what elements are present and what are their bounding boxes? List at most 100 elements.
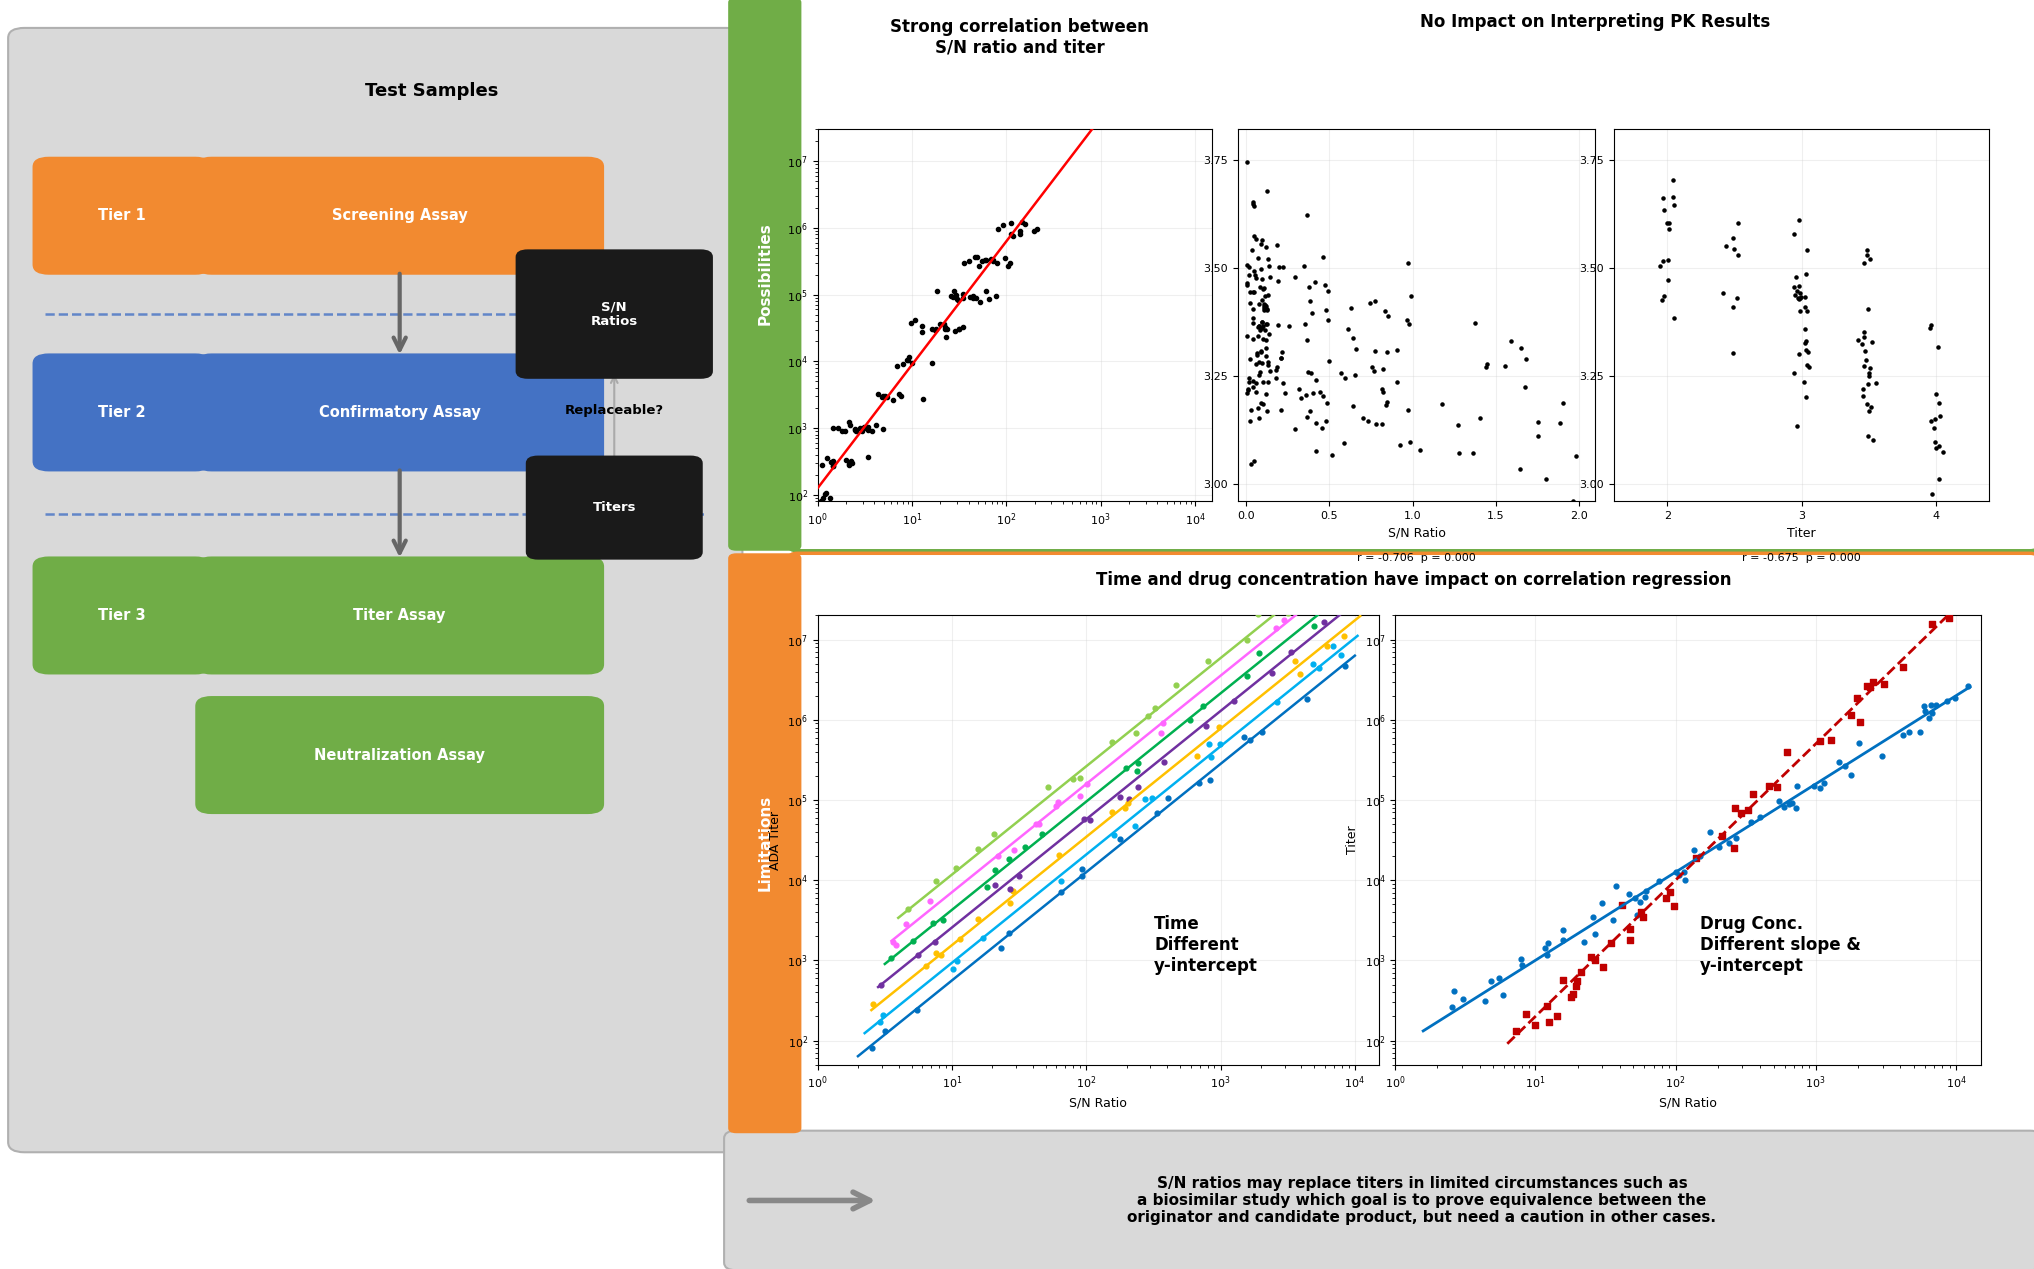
Point — [791, 480, 824, 500]
Point — [781, 489, 814, 509]
Point — [1338, 572, 1371, 593]
Point — [1025, 824, 1058, 844]
Point — [1792, 341, 1824, 362]
Point — [1365, 379, 1397, 400]
Point — [1247, 316, 1279, 336]
Point — [1261, 235, 1294, 255]
Text: Time and drug concentration have impact on correlation regression: Time and drug concentration have impact … — [1096, 571, 1731, 589]
Point — [1737, 784, 1770, 805]
Point — [1235, 411, 1267, 431]
Text: Strong correlation between
S/N ratio and titer: Strong correlation between S/N ratio and… — [891, 18, 1149, 57]
Point — [1847, 253, 1879, 273]
Point — [962, 839, 995, 859]
Point — [1357, 360, 1389, 381]
Point — [1560, 445, 1593, 466]
Point — [1711, 236, 1743, 256]
Point — [1790, 330, 1822, 350]
Point — [968, 250, 1001, 270]
Point — [923, 945, 956, 966]
FancyBboxPatch shape — [525, 456, 704, 560]
Point — [1300, 440, 1332, 461]
Point — [1245, 363, 1277, 383]
Point — [936, 286, 968, 306]
Point — [948, 253, 980, 273]
Point — [1237, 260, 1269, 280]
Point — [1245, 230, 1277, 250]
Point — [789, 485, 822, 505]
Point — [852, 420, 885, 440]
Point — [887, 354, 919, 374]
Point — [1017, 221, 1050, 241]
Point — [1241, 344, 1273, 364]
Point — [1778, 363, 1810, 383]
Point — [881, 355, 913, 376]
Point — [1019, 815, 1052, 835]
Point — [1241, 373, 1273, 393]
FancyBboxPatch shape — [195, 695, 604, 815]
Point — [952, 251, 984, 272]
Point — [862, 383, 895, 404]
Point — [1548, 970, 1580, 990]
Point — [1469, 357, 1501, 377]
Point — [913, 891, 946, 911]
Point — [1251, 372, 1283, 392]
Point — [1237, 192, 1269, 212]
Point — [1121, 761, 1153, 782]
Point — [1721, 288, 1753, 308]
Point — [1395, 286, 1428, 306]
Point — [787, 486, 820, 506]
Point — [1953, 676, 1985, 697]
Point — [1251, 338, 1283, 358]
Point — [1283, 581, 1316, 602]
Point — [1717, 297, 1749, 317]
Point — [1483, 968, 1515, 989]
Text: Possibilities: Possibilities — [757, 223, 773, 325]
Point — [1365, 414, 1397, 434]
Point — [1772, 794, 1804, 815]
Point — [1231, 255, 1263, 275]
Point — [830, 449, 862, 470]
Point — [1938, 688, 1971, 708]
Point — [1568, 931, 1601, 952]
Point — [1782, 288, 1814, 308]
Point — [826, 421, 858, 442]
Point — [1853, 358, 1886, 378]
Point — [850, 418, 883, 438]
Point — [1922, 437, 1955, 457]
Point — [1328, 433, 1361, 453]
FancyBboxPatch shape — [517, 250, 714, 379]
Text: Titer Assay: Titer Assay — [354, 608, 445, 623]
Point — [1267, 609, 1300, 629]
Point — [1587, 893, 1619, 914]
Point — [1174, 709, 1206, 730]
FancyBboxPatch shape — [195, 353, 604, 471]
Point — [1650, 887, 1682, 907]
Point — [1243, 247, 1275, 268]
Point — [1383, 435, 1416, 456]
Point — [1719, 240, 1751, 260]
Point — [1464, 407, 1497, 428]
Point — [1235, 454, 1267, 475]
Point — [1822, 751, 1855, 772]
Point — [1135, 788, 1168, 808]
Point — [1918, 409, 1951, 429]
Point — [816, 456, 848, 476]
Point — [1261, 315, 1294, 335]
Point — [1369, 301, 1401, 321]
Point — [1233, 730, 1265, 750]
Point — [1713, 832, 1745, 853]
Point — [1312, 280, 1344, 301]
Point — [960, 287, 993, 307]
Point — [1296, 363, 1328, 383]
Point — [997, 226, 1029, 246]
Point — [919, 282, 952, 302]
FancyBboxPatch shape — [728, 0, 801, 551]
Point — [1892, 722, 1924, 742]
Point — [1784, 288, 1816, 308]
Point — [1249, 296, 1281, 316]
Point — [1790, 334, 1822, 354]
Point — [1920, 383, 1953, 404]
Point — [897, 930, 930, 950]
Point — [1324, 645, 1357, 665]
Point — [1141, 803, 1174, 824]
